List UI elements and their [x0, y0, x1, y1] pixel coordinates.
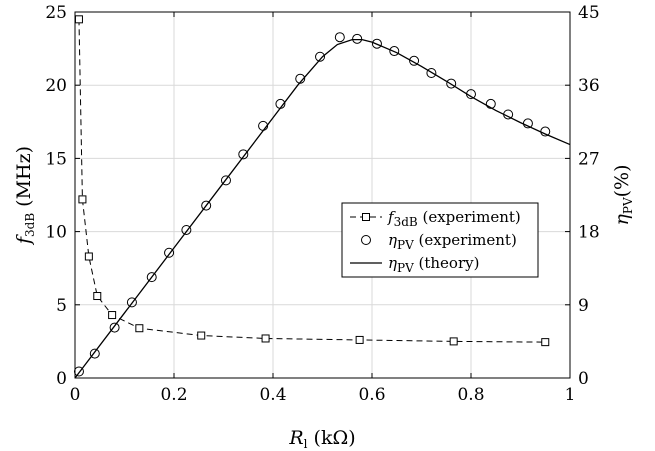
- legend-box: [341, 202, 539, 278]
- circle-marker: [426, 68, 437, 78]
- square-marker: [93, 292, 102, 301]
- y-right-tick-label: 18: [578, 223, 600, 243]
- y-right-tick-label: 9: [578, 296, 589, 316]
- legend-label: f3dB (experiment): [387, 208, 521, 229]
- x-tick-label: 1: [565, 385, 576, 405]
- legend-symbol: [361, 235, 371, 245]
- circle-marker: [109, 322, 120, 333]
- square-marker: [197, 331, 206, 340]
- x-tick-label: 0: [70, 385, 81, 405]
- legend-item-2: ηPV (theory): [350, 254, 479, 275]
- legend-label: ηPV (theory): [388, 254, 479, 275]
- square-marker: [135, 324, 144, 333]
- y-left-tick-label: 10: [45, 223, 67, 243]
- legend-circle: [361, 235, 371, 245]
- circle-marker: [73, 366, 84, 377]
- square-marker: [78, 195, 87, 204]
- square-marker: [84, 252, 93, 261]
- legend-symbol: [350, 213, 382, 221]
- y-right-tick-label: 0: [578, 369, 589, 389]
- circle-marker: [371, 38, 382, 49]
- y-left-tick-label: 0: [56, 369, 67, 389]
- circle-marker: [485, 98, 496, 109]
- circle-marker: [389, 46, 400, 57]
- y-left-tick-label: 5: [56, 296, 67, 316]
- y-right-tick-label: 36: [578, 76, 600, 96]
- square-marker: [108, 311, 117, 320]
- circle-marker: [334, 32, 345, 43]
- x-tick-label: 0.8: [457, 385, 484, 405]
- circle-marker: [201, 200, 212, 211]
- circle-marker: [446, 78, 457, 89]
- square-marker: [355, 335, 364, 344]
- square-marker: [449, 337, 458, 346]
- y-left-tick-label: 15: [45, 149, 67, 169]
- legend: f3dB (experiment)ηPV (experiment)ηPV (th…: [341, 202, 539, 278]
- y-axis-right-label: ηPV(%): [611, 164, 635, 225]
- circle-marker: [220, 175, 231, 186]
- y-right-tick-label: 27: [578, 149, 600, 169]
- circle-marker: [146, 272, 157, 283]
- circle-marker: [238, 149, 249, 160]
- y-right-tick-label: 45: [578, 3, 600, 23]
- x-axis-label: Rl (kΩ): [288, 427, 355, 451]
- circle-marker: [126, 297, 137, 308]
- legend-label: ηPV (experiment): [388, 231, 517, 252]
- legend-item-0: f3dB (experiment): [350, 208, 521, 229]
- theory-line: [74, 39, 571, 379]
- square-marker: [74, 15, 83, 24]
- series-2: [74, 39, 571, 379]
- circle-marker: [164, 247, 175, 258]
- y-left-tick-label: 20: [45, 76, 67, 96]
- x-tick-label: 0.2: [160, 385, 187, 405]
- x-tick-label: 0.4: [259, 385, 286, 405]
- square-marker: [261, 334, 270, 343]
- grid: [74, 11, 571, 379]
- plot-frame: [74, 11, 571, 379]
- circle-marker: [409, 55, 420, 66]
- x-tick-label: 0.6: [358, 385, 385, 405]
- y-left-tick-label: 25: [45, 3, 67, 23]
- circle-marker: [352, 33, 363, 44]
- circle-marker: [181, 224, 192, 235]
- series: [73, 15, 571, 379]
- circle-marker: [89, 348, 100, 359]
- series-0: [74, 15, 550, 347]
- legend-item-1: ηPV (experiment): [361, 231, 517, 252]
- legend-square: [362, 213, 370, 221]
- y-axis-left-label: f3dB (MHz): [13, 146, 37, 246]
- square-marker: [541, 338, 550, 347]
- circle-marker: [315, 51, 326, 62]
